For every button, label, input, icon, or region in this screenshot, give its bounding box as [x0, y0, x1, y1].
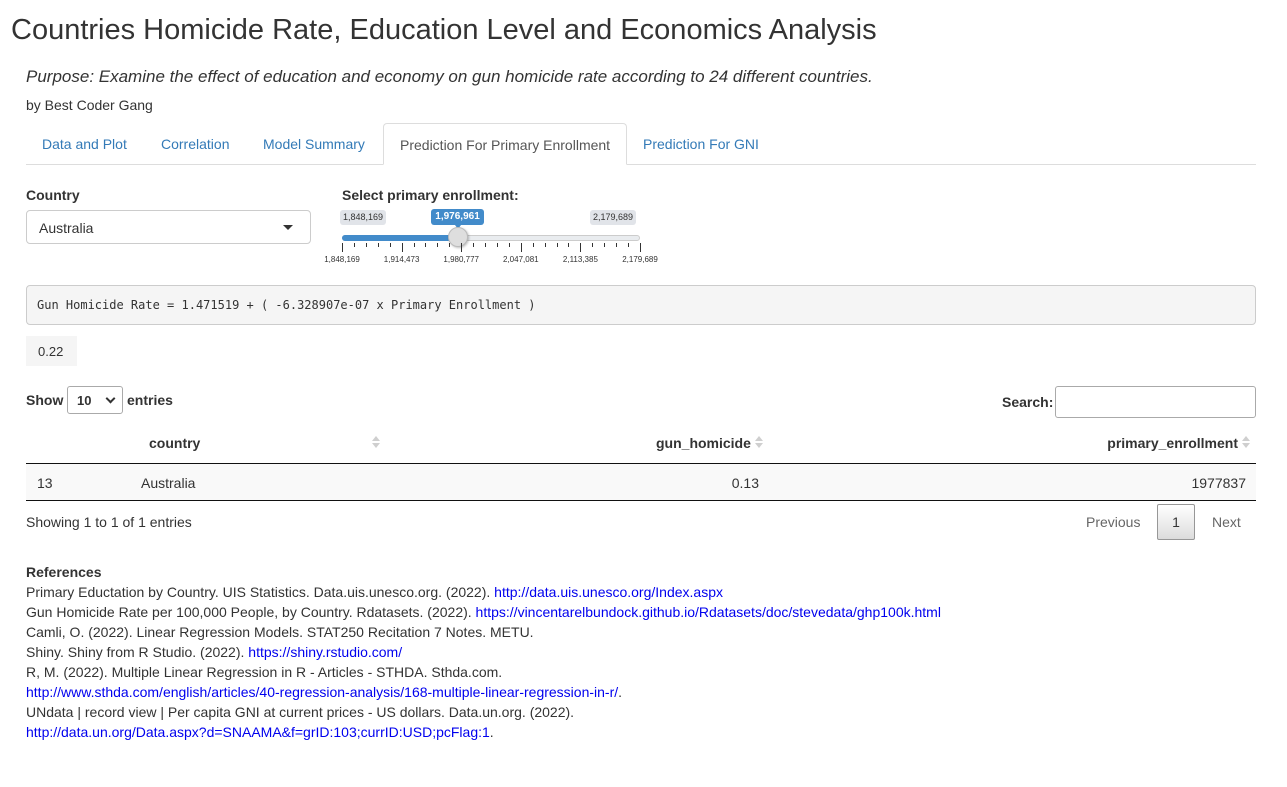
reference-link[interactable]: http://data.un.org/Data.aspx?d=SNAAMA&f=… — [26, 724, 490, 740]
column-header-gun-homicide[interactable]: gun_homicide — [656, 435, 751, 451]
slider-tick — [496, 243, 498, 247]
slider-filled-bar — [342, 235, 458, 241]
slider-label: Select primary enrollment: — [342, 187, 519, 203]
row-index: 13 — [37, 475, 53, 491]
page-title: Countries Homicide Rate, Education Level… — [11, 14, 877, 46]
tab-prediction-primary-enrollment[interactable]: Prediction For Primary Enrollment — [383, 123, 628, 165]
slider-tick — [532, 243, 534, 247]
tab-bar: Data and Plot Correlation Model Summary … — [26, 123, 1256, 165]
prediction-value: 0.22 — [38, 344, 64, 359]
country-select-value: Australia — [39, 220, 94, 236]
slider-tick — [437, 243, 439, 247]
slider-grid-label: 2,113,385 — [562, 255, 598, 264]
caret-down-icon — [283, 225, 293, 230]
slider-tick — [556, 243, 558, 247]
reference-link[interactable]: https://shiny.rstudio.com/ — [248, 644, 403, 660]
search-label: Search: — [1002, 394, 1054, 410]
reference-item: Camli, O. (2022). Linear Regression Mode… — [26, 624, 534, 640]
slider-min-label: 1,848,169 — [340, 210, 387, 225]
entries-length-select[interactable]: 10 — [67, 386, 123, 414]
column-header-country[interactable]: country — [149, 435, 201, 451]
reference-item: http://data.un.org/Data.aspx?d=SNAAMA&f=… — [26, 724, 494, 740]
chevron-down-icon — [105, 393, 116, 404]
slider-tick — [604, 243, 606, 247]
reference-item: http://www.sthda.com/english/articles/40… — [26, 684, 623, 700]
primary-enrollment-slider[interactable]: 1,848,169 2,179,689 1,976,961 1,848,169 1… — [324, 208, 660, 268]
slider-grid-label: 1,914,473 — [383, 255, 420, 264]
slider-tick — [544, 243, 546, 247]
slider-tick — [485, 243, 487, 247]
slider-tick — [616, 243, 618, 247]
slider-tick — [342, 243, 343, 252]
references-heading: References — [26, 564, 102, 580]
slider-tick — [628, 243, 630, 247]
slider-tick — [365, 243, 367, 247]
country-select[interactable]: Australia — [26, 210, 311, 244]
slider-tick — [580, 243, 582, 252]
slider-max-label: 2,179,689 — [590, 210, 637, 225]
cell-gun-homicide: 0.13 — [731, 475, 759, 491]
reference-item: Gun Homicide Rate per 100,000 People, by… — [26, 604, 941, 620]
slider-tick — [520, 243, 522, 252]
entries-length-value: 10 — [77, 393, 92, 408]
table-row: 13 Australia 0.13 1977837 — [26, 464, 1256, 500]
slider-tick — [461, 243, 463, 252]
tab-correlation[interactable]: Correlation — [161, 136, 230, 152]
slider-tick — [413, 243, 415, 247]
sort-icon[interactable] — [755, 435, 763, 449]
slider-tick — [640, 243, 641, 252]
reference-item: UNdata | record view | Per capita GNI at… — [26, 704, 575, 720]
slider-tick — [389, 243, 391, 247]
reference-item: Shiny. Shiny from R Studio. (2022). http… — [26, 644, 403, 660]
slider-tick — [508, 243, 510, 247]
table-header-divider — [26, 463, 1256, 464]
slider-tick — [353, 243, 355, 247]
regression-formula: Gun Homicide Rate = 1.471519 + ( -6.3289… — [26, 285, 1256, 325]
slider-handle[interactable] — [447, 227, 468, 247]
slider-tick — [425, 243, 427, 247]
slider-tick — [449, 243, 451, 247]
purpose-text: Purpose: Examine the effect of education… — [26, 67, 873, 86]
entries-label: entries — [127, 392, 173, 408]
next-page-button[interactable]: Next — [1212, 514, 1241, 530]
table-footer-divider — [26, 500, 1256, 501]
tab-data-and-plot[interactable]: Data and Plot — [42, 136, 127, 152]
byline: by Best Coder Gang — [26, 97, 153, 113]
formula-text: Gun Homicide Rate = 1.471519 + ( -6.3289… — [37, 298, 536, 312]
previous-page-button[interactable]: Previous — [1086, 514, 1141, 530]
slider-value-label: 1,976,961 — [431, 209, 484, 229]
slider-tick — [592, 243, 594, 247]
tab-model-summary[interactable]: Model Summary — [263, 136, 365, 152]
cell-primary-enrollment: 1977837 — [1191, 475, 1246, 491]
tab-prediction-gni[interactable]: Prediction For GNI — [643, 136, 759, 152]
sort-icon[interactable] — [372, 435, 380, 449]
show-label: Show — [26, 392, 64, 408]
slider-grid-label: 1,980,777 — [443, 255, 479, 264]
slider-tick — [377, 243, 379, 247]
reference-item: R, M. (2022). Multiple Linear Regression… — [26, 664, 503, 680]
current-page-button[interactable]: 1 — [1157, 504, 1195, 540]
references-section: References Primary Eductation by Country… — [26, 562, 1256, 742]
cell-country: Australia — [141, 475, 196, 491]
reference-link[interactable]: http://www.sthda.com/english/articles/40… — [26, 684, 619, 700]
reference-link[interactable]: http://data.uis.unesco.org/Index.aspx — [494, 584, 723, 600]
reference-item: Primary Eductation by Country. UIS Stati… — [26, 584, 723, 600]
reference-link[interactable]: https://vincentarelbundock.github.io/Rda… — [475, 604, 941, 620]
slider-grid-label: 1,848,169 — [324, 255, 360, 264]
sort-icon[interactable] — [1242, 435, 1250, 449]
table-search-input[interactable] — [1055, 386, 1256, 418]
country-label: Country — [26, 187, 80, 203]
table-info: Showing 1 to 1 of 1 entries — [26, 514, 192, 530]
slider-tick — [401, 243, 403, 252]
slider-grid-label: 2,179,689 — [622, 255, 658, 264]
column-header-primary-enrollment[interactable]: primary_enrollment — [1107, 435, 1238, 451]
slider-grid-label: 2,047,081 — [503, 255, 539, 264]
slider-tick — [568, 243, 570, 247]
slider-tick — [473, 243, 475, 247]
prediction-output: 0.22 — [26, 336, 77, 366]
